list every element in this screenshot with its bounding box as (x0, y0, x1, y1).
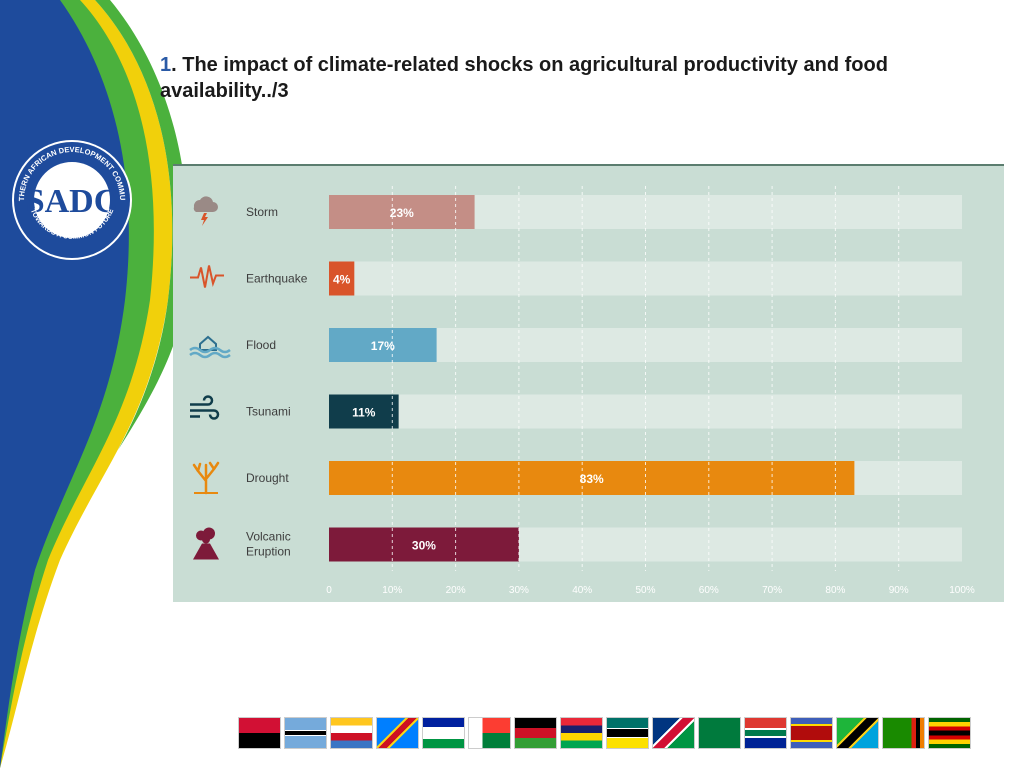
category-label: Drought (246, 471, 289, 485)
flag-malawi (514, 717, 557, 749)
bar-value-label: 4% (333, 273, 351, 287)
category-label: Volcanic (246, 530, 291, 544)
flag-lesotho (422, 717, 465, 749)
flag-zambia (882, 717, 925, 749)
sadc-logo: SADC SOUTHERN AFRICAN DEVELOPMENT COMMUN… (10, 138, 132, 260)
drought-icon (192, 461, 220, 495)
category-label: Eruption (246, 545, 291, 559)
x-tick-label: 40% (572, 585, 592, 596)
flag-seychelles (698, 717, 741, 749)
bar-earthquake (329, 261, 355, 296)
x-tick-label: 0 (326, 585, 332, 596)
x-tick-label: 50% (635, 585, 655, 596)
bar-volcanic-eruption (329, 527, 519, 562)
bar-chart: Storm 23% Earthquake 4% Flood 17% Tsunami 11% Dr… (173, 164, 1004, 602)
earthquake-icon (190, 265, 224, 288)
flag-madagascar (468, 717, 511, 749)
category-label: Tsunami (246, 405, 291, 419)
x-tick-label: 20% (446, 585, 466, 596)
flag-comoros (330, 717, 373, 749)
volcanic-eruption-icon (193, 527, 219, 560)
bar-storm (329, 195, 475, 229)
flag-mauritius (560, 717, 603, 749)
x-tick-label: 10% (382, 585, 402, 596)
category-label: Storm (246, 205, 278, 219)
flag-eswatini (790, 717, 833, 749)
logo-monogram: SADC (26, 183, 119, 220)
flag-south-africa (744, 717, 787, 749)
flag-angola (238, 717, 281, 749)
slide-title-number: 1 (160, 54, 172, 76)
x-tick-label: 100% (949, 585, 975, 596)
bar-track (329, 394, 962, 429)
storm-icon (193, 196, 218, 226)
flag-botswana (284, 717, 327, 749)
category-label: Flood (246, 338, 276, 352)
category-label: Earthquake (246, 272, 308, 286)
bar-tsunami (329, 394, 399, 429)
flood-icon (189, 335, 231, 359)
bar-value-label: 23% (390, 206, 414, 220)
flag-mozambique (606, 717, 649, 749)
bar-flood (329, 328, 437, 362)
x-tick-label: 90% (889, 585, 909, 596)
x-tick-label: 70% (762, 585, 782, 596)
slide-title-text: . The impact of climate-related shocks o… (160, 54, 888, 102)
chart-canvas: Storm 23% Earthquake 4% Flood 17% Tsunami 11% Dr… (189, 186, 975, 596)
bar-value-label: 17% (371, 339, 395, 353)
slide-title: 1. The impact of climate-related shocks … (160, 52, 960, 104)
flag-strip (238, 717, 1008, 751)
bar-value-label: 11% (352, 406, 376, 420)
flag-dr-congo (376, 717, 419, 749)
tsunami-icon (190, 395, 220, 420)
flag-namibia (652, 717, 695, 749)
flag-tanzania (836, 717, 879, 749)
x-tick-label: 60% (699, 585, 719, 596)
x-tick-label: 30% (509, 585, 529, 596)
bar-value-label: 83% (580, 472, 604, 486)
x-tick-label: 80% (825, 585, 845, 596)
flag-zimbabwe (928, 717, 971, 749)
bar-value-label: 30% (412, 539, 436, 553)
bar-drought (329, 461, 855, 495)
